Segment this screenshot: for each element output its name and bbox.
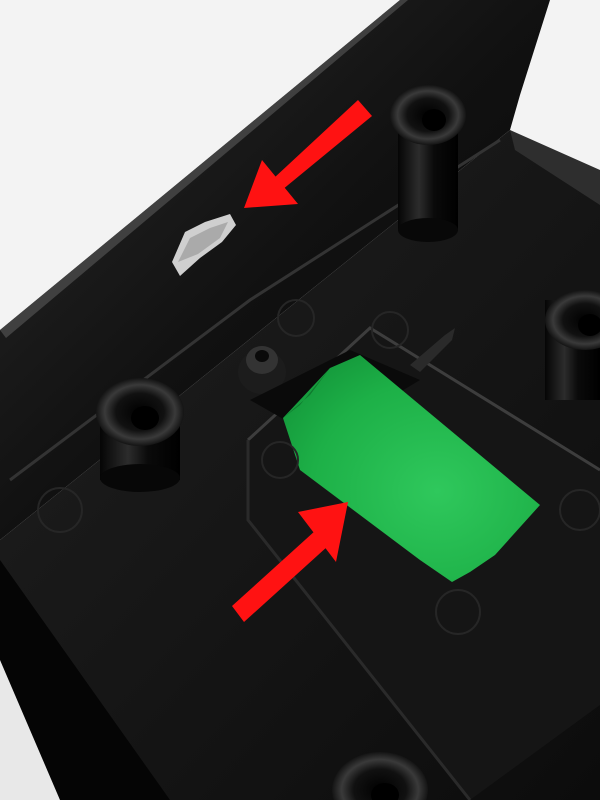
green-pad — [283, 355, 540, 582]
molding-marks — [37, 299, 600, 635]
screw-post-bottom — [332, 752, 428, 800]
enclosure-left-edge — [0, 520, 170, 800]
wall-rim — [0, 0, 408, 338]
scraped-wall-mark-shading — [178, 222, 228, 262]
screw-post-right — [545, 290, 600, 400]
enclosure-right-rim — [510, 130, 600, 205]
small-screw — [238, 346, 286, 394]
screw-post-top — [390, 85, 466, 242]
arrow-pointing-to-green-pad — [232, 502, 348, 622]
white-surface-corner — [0, 660, 60, 800]
small-plastic-tab — [410, 328, 455, 372]
screw-post-left — [96, 378, 184, 492]
raised-boss-left-edge — [246, 440, 472, 800]
arrow-pointing-to-scraped-wall-mark — [244, 100, 372, 208]
